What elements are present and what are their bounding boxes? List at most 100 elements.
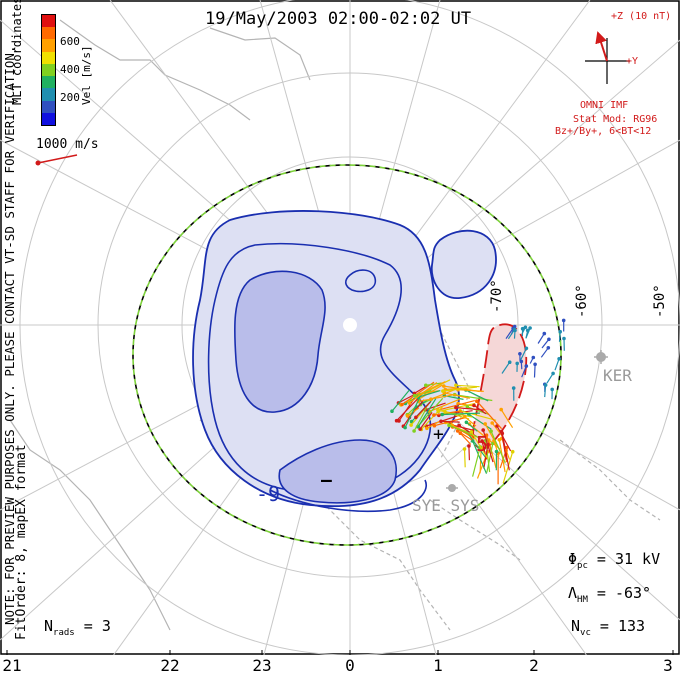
vector-origin <box>562 337 566 341</box>
minimum-marker: – <box>321 470 332 491</box>
vector-origin <box>512 386 516 390</box>
vector-origin <box>447 424 451 428</box>
vector-origin <box>562 319 566 323</box>
velocity-vector <box>469 446 470 460</box>
contour-label-negative: -9 <box>256 482 280 506</box>
scale-label: 1000 m/s <box>36 137 99 152</box>
mlt-label-1: 1 <box>433 656 443 675</box>
vector-origin <box>518 352 522 356</box>
mlt-label-21: 21 <box>2 656 21 675</box>
vector-origin <box>483 422 487 426</box>
colorbar-segment <box>42 76 55 88</box>
vector-origin <box>544 383 548 387</box>
vector-origin <box>499 408 503 412</box>
vector-origin <box>463 415 467 419</box>
vector-origin <box>409 423 413 427</box>
vector-origin <box>511 450 515 454</box>
vector-origin <box>532 356 536 360</box>
vector-origin <box>436 409 440 413</box>
vector-origin <box>454 384 458 388</box>
colorbar-segment <box>42 88 55 100</box>
vector-origin <box>525 364 529 368</box>
kerguelen-label: KER <box>603 366 632 385</box>
vector-origin <box>390 409 394 413</box>
colorbar-segment <box>42 39 55 51</box>
vector-origin <box>463 447 467 451</box>
vector-origin <box>500 430 504 434</box>
vector-count-stat: Nvc = 133 <box>571 617 645 638</box>
vector-origin <box>508 360 512 364</box>
latitude-label-50: -50° <box>652 284 668 318</box>
vector-origin <box>424 384 428 388</box>
hm-boundary-stat: ΛHM = -63° <box>568 584 651 605</box>
vector-origin <box>550 388 554 392</box>
vector-origin <box>498 438 502 442</box>
colorbar-label: Vel [m/s] <box>80 45 93 105</box>
vector-origin <box>403 426 407 430</box>
radar-count-value: 3 <box>102 617 111 635</box>
vector-origin <box>412 429 416 433</box>
vector-origin <box>443 410 447 414</box>
radar-count-stat: Nrads = 3 <box>44 617 111 638</box>
imf-source: OMNI IMF <box>580 100 628 111</box>
vector-origin <box>543 332 547 336</box>
mlt-label-2: 2 <box>529 656 539 675</box>
vector-origin <box>400 403 404 407</box>
contour-label-positive: 5 <box>476 432 488 456</box>
colorbar-segment <box>42 101 55 113</box>
vector-origin <box>515 362 519 366</box>
colorbar-segment <box>42 64 55 76</box>
vector-origin <box>457 424 461 428</box>
magnetic-pole <box>343 318 357 332</box>
vector-origin <box>475 399 479 403</box>
vector-origin <box>558 330 562 334</box>
colorbar-segment <box>42 52 55 64</box>
colorbar-segment <box>42 27 55 39</box>
mlt-label-3: 3 <box>663 656 673 675</box>
vector-origin <box>406 414 410 418</box>
vector-origin <box>408 401 412 405</box>
vector-origin <box>414 416 418 420</box>
vector-origin <box>454 406 458 410</box>
imf-stat-model: Stat Mod: RG96 <box>573 114 657 125</box>
imf-z-label: +Z (10 nT) <box>611 11 671 22</box>
vector-origin <box>495 450 499 454</box>
syowa-label: SYE SYS <box>412 496 479 515</box>
vector-origin <box>441 389 445 393</box>
vector-origin <box>467 444 471 448</box>
vector-origin <box>470 430 474 434</box>
vector-origin <box>489 429 493 433</box>
colorbar-segment <box>42 15 55 27</box>
vector-origin <box>413 394 417 398</box>
potential-stat: Φpc = 31 kV <box>568 550 660 571</box>
colorbar-tick-400: 400 <box>60 63 80 76</box>
vector-origin <box>525 347 529 351</box>
colorbar-tick-600: 600 <box>60 35 80 48</box>
imf-y-label: +Y <box>626 56 638 67</box>
vector-count-value: 133 <box>618 617 645 635</box>
vector-origin <box>551 372 555 376</box>
vector-origin <box>425 427 429 431</box>
vector-origin <box>429 397 433 401</box>
vector-origin <box>472 404 476 408</box>
vector-origin <box>547 338 551 342</box>
vector-origin <box>547 346 551 350</box>
mlt-label-23: 23 <box>252 656 271 675</box>
vector-origin <box>533 363 537 367</box>
vector-origin <box>397 419 401 423</box>
vector-origin <box>557 357 561 361</box>
imf-condition: Bz+/By+, 6<BT<12 <box>555 126 651 137</box>
vector-origin <box>490 421 494 425</box>
latitude-label-70: -70° <box>489 279 505 313</box>
maximum-marker: + <box>433 424 444 445</box>
mlt-label-0: 0 <box>345 656 355 675</box>
colorbar-segment <box>42 113 55 125</box>
colorbar-tick-200: 200 <box>60 91 80 104</box>
velocity-vector <box>535 364 536 377</box>
vector-origin <box>439 420 443 424</box>
latitude-label-60: -60° <box>574 284 590 318</box>
potential-value: 31 kV <box>615 550 660 568</box>
fit-note: FitOrder: 8, mapEX format <box>14 444 29 640</box>
mlt-label-22: 22 <box>160 656 179 675</box>
